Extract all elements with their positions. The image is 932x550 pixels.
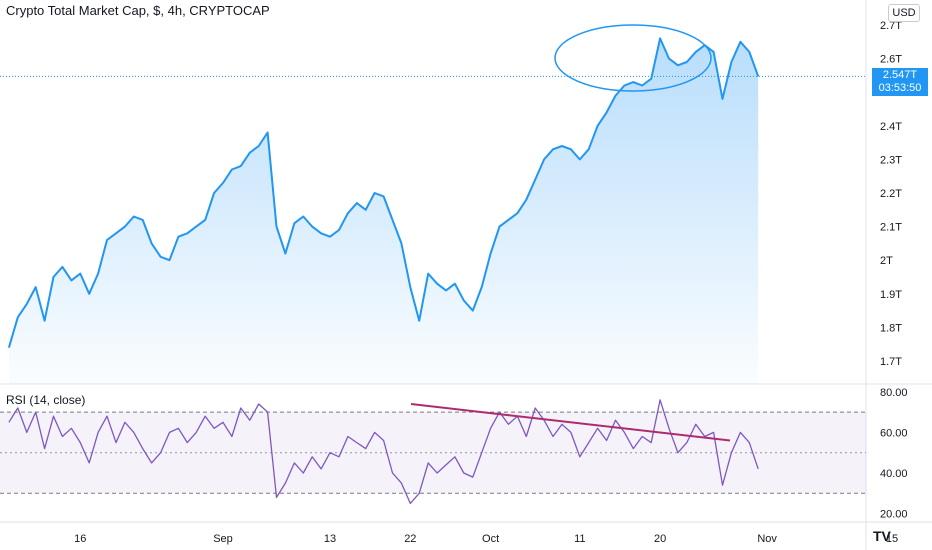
price-tick-label: 2.6T xyxy=(880,54,902,66)
rsi-axis: 80.00 60.00 40.00 20.00 xyxy=(880,387,908,521)
price-tick-label: 2.7T xyxy=(880,20,902,32)
price-area xyxy=(8,38,759,385)
highlight-ellipse xyxy=(554,24,712,92)
price-line xyxy=(7,37,760,348)
time-tick-label: 15 xyxy=(886,533,898,545)
rsi-trendline xyxy=(410,402,731,442)
price-tick-label: 1.9T xyxy=(880,289,902,301)
rsi-tick-label: 20.00 xyxy=(880,509,908,521)
price-axis: 2.7T 2.6T 2.4T 2.3T 2.2T 2.1T 2T 1.9T 1.8T 1.7T xyxy=(880,20,902,368)
last-price-value: 2.547T xyxy=(882,69,918,81)
time-axis: 16 Sep 13 22 Oct 11 20 Nov 15 xyxy=(74,533,898,545)
time-tick-label: Nov xyxy=(757,533,777,545)
time-tick-label: 22 xyxy=(404,533,416,545)
time-tick-label: Oct xyxy=(482,533,499,545)
price-tick-label: 2.1T xyxy=(880,222,902,234)
rsi-tick-label: 80.00 xyxy=(880,387,908,399)
rsi-line xyxy=(8,399,759,505)
price-tick-label: 2.4T xyxy=(880,121,902,133)
last-price-label: 2.547T 03:53:50 xyxy=(872,68,928,96)
rsi-legend: RSI (14, close) xyxy=(6,393,86,407)
time-tick-label: Sep xyxy=(213,533,233,545)
price-tick-label: 2.2T xyxy=(880,188,902,200)
rsi-tick-label: 40.00 xyxy=(880,468,908,480)
time-tick-label: 13 xyxy=(324,533,336,545)
price-tick-label: 1.7T xyxy=(880,356,902,368)
chart-title: Crypto Total Market Cap, $, 4h, CRYPTOCA… xyxy=(6,3,270,18)
time-tick-label: 16 xyxy=(74,533,86,545)
bar-countdown: 03:53:50 xyxy=(878,82,922,94)
price-tick-label: 1.8T xyxy=(880,322,902,334)
price-tick-label: 2.3T xyxy=(880,154,902,166)
price-tick-label: 2T xyxy=(880,255,893,267)
time-tick-label: 11 xyxy=(574,533,585,545)
tradingview-logo[interactable]: TV xyxy=(873,528,891,544)
rsi-tick-label: 60.00 xyxy=(880,427,908,439)
currency-button[interactable]: USD xyxy=(888,4,920,22)
time-tick-label: 20 xyxy=(654,533,666,545)
